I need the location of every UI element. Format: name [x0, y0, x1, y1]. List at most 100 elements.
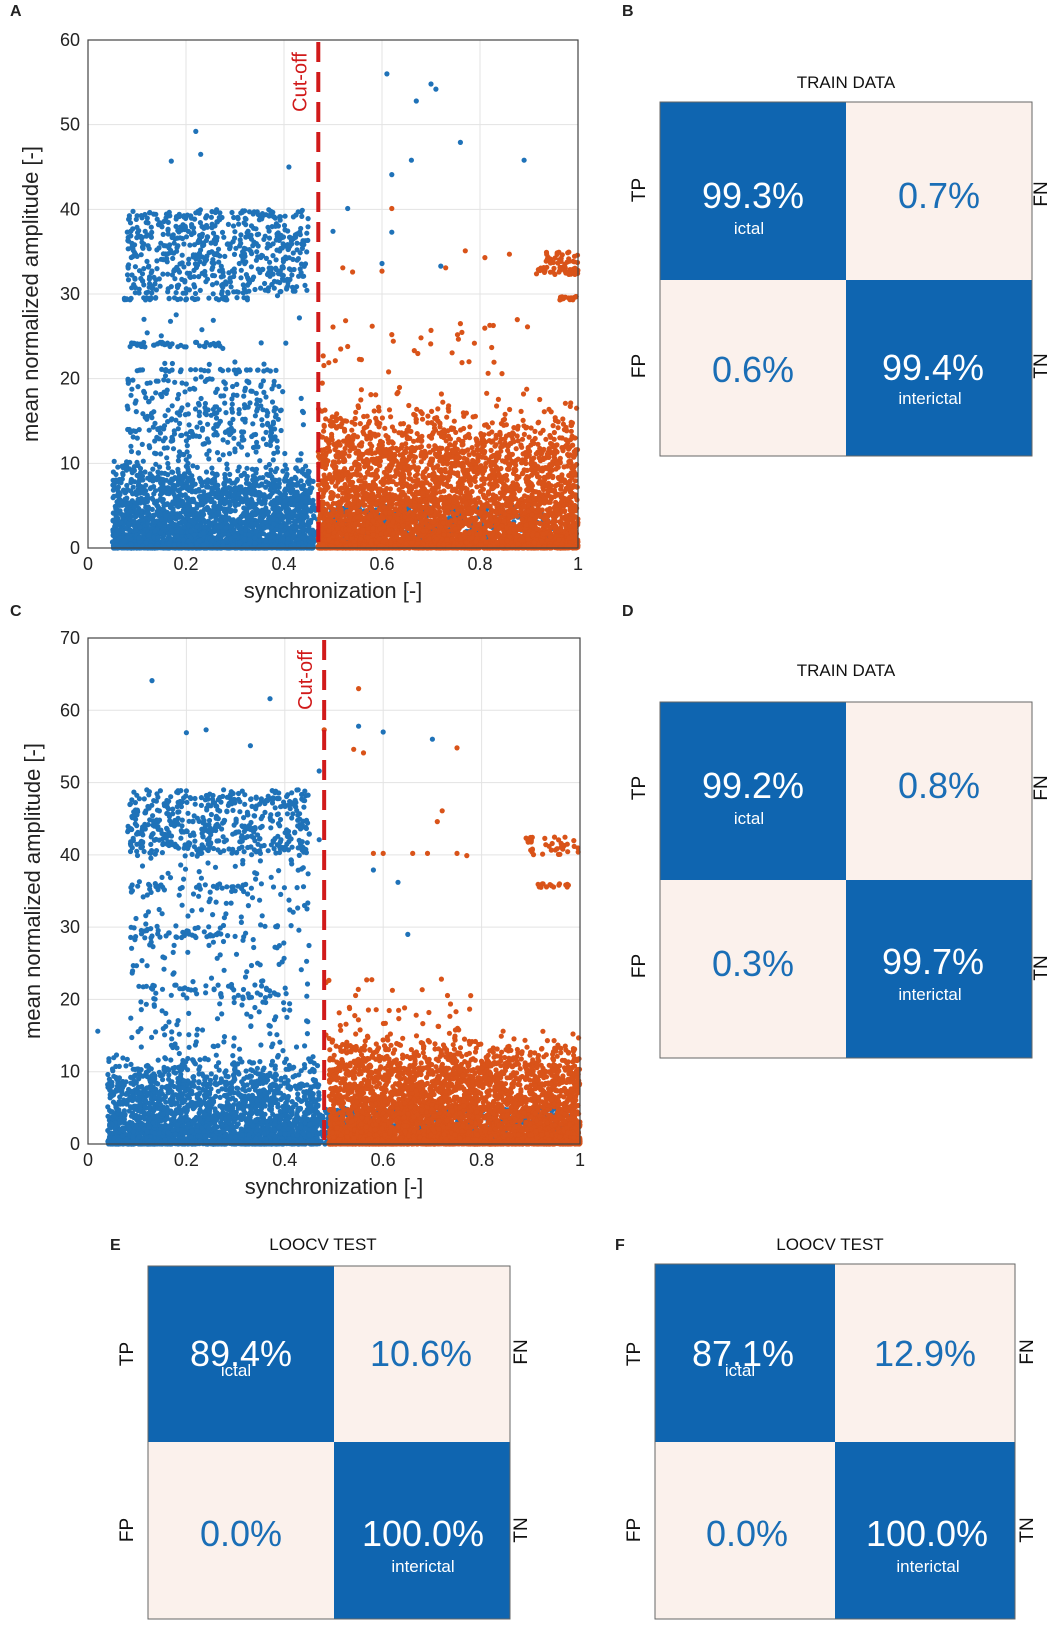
- scatter-point: [254, 209, 260, 215]
- scatter-point: [151, 274, 157, 280]
- scatter-point: [118, 500, 124, 506]
- scatter-point: [270, 419, 276, 425]
- scatter-point: [280, 468, 286, 474]
- scatter-point: [174, 248, 180, 254]
- scatter-point: [160, 251, 166, 257]
- scatter-point: [182, 279, 188, 285]
- scatter-point: [155, 474, 161, 480]
- scatter-point: [225, 221, 231, 227]
- scatter-point: [230, 223, 237, 229]
- scatter-point: [207, 342, 213, 348]
- scatter-point: [253, 449, 259, 455]
- scatter-point: [148, 224, 154, 230]
- scatter-point: [296, 315, 302, 321]
- scatter-point: [263, 441, 270, 447]
- scatter-point: [252, 286, 258, 293]
- scatter-point: [222, 253, 228, 259]
- scatter-point: [255, 367, 261, 373]
- scatter-point: [136, 290, 142, 296]
- scatter-point: [309, 485, 315, 491]
- scatter-point: [182, 290, 188, 296]
- scatter-point: [226, 451, 233, 457]
- scatter-point: [114, 511, 120, 518]
- scatter-point: [226, 506, 232, 512]
- scatter-point: [156, 505, 162, 511]
- scatter-point: [251, 225, 257, 231]
- scatter-point: [238, 210, 244, 216]
- scatter-point: [178, 529, 185, 535]
- scatter-point: [175, 458, 181, 464]
- scatter-point: [180, 500, 186, 506]
- scatter-point: [199, 224, 205, 230]
- scatter-point: [151, 342, 157, 348]
- scatter-point: [330, 228, 336, 234]
- scatter-point: [256, 497, 262, 503]
- scatter-point: [249, 276, 256, 283]
- scatter-point: [217, 268, 223, 274]
- scatter-point: [277, 214, 283, 220]
- scatter-point: [156, 436, 162, 442]
- scatter-point: [196, 274, 202, 280]
- scatter-point: [230, 492, 236, 498]
- scatter-point: [384, 71, 390, 77]
- scatter-point: [168, 158, 174, 164]
- scatter-point: [239, 444, 245, 450]
- scatter-point: [298, 270, 304, 276]
- scatter-point: [144, 258, 150, 264]
- scatter-point: [189, 489, 195, 495]
- scatter-point: [294, 284, 300, 290]
- scatter-point: [244, 230, 250, 236]
- scatter-point: [246, 280, 252, 286]
- scatter-point: [306, 520, 313, 526]
- scatter-point: [164, 455, 170, 461]
- scatter-point: [192, 284, 198, 290]
- scatter-point: [141, 316, 147, 322]
- scatter-point: [224, 297, 230, 303]
- scatter-point: [113, 477, 119, 483]
- scatter-point: [254, 249, 260, 255]
- scatter-point: [134, 235, 140, 241]
- scatter-point: [429, 408, 435, 414]
- scatter-point: [190, 431, 196, 437]
- scatter-point: [163, 512, 169, 519]
- scatter-point: [211, 273, 218, 279]
- scatter-point: [275, 271, 282, 277]
- scatter-point: [212, 478, 218, 484]
- scatter-point: [137, 367, 144, 373]
- scatter-point: [112, 520, 118, 526]
- scatter-point: [267, 259, 273, 265]
- scatter-point: [243, 367, 250, 373]
- scatter-point: [148, 234, 154, 240]
- scatter-point: [158, 529, 164, 536]
- scatter-point: [140, 411, 146, 417]
- scatter-point: [204, 497, 211, 503]
- scatter-point: [144, 380, 150, 386]
- scatter-point: [174, 533, 180, 539]
- scatter-point: [248, 236, 255, 242]
- scatter-point: [223, 386, 229, 392]
- scatter-point: [195, 262, 201, 268]
- scatter-point: [246, 532, 252, 538]
- scatter-point: [193, 128, 199, 134]
- scatter-point: [256, 231, 262, 237]
- scatter-point: [202, 506, 208, 512]
- scatter-point: [141, 282, 147, 288]
- scatter-point: [177, 369, 183, 375]
- scatter-point: [188, 542, 194, 548]
- scatter-point: [176, 449, 183, 455]
- scatter-point: [126, 378, 132, 384]
- scatter-point: [268, 467, 274, 473]
- scatter-point: [214, 280, 220, 286]
- scatter-point: [110, 487, 116, 493]
- scatter-point: [271, 544, 277, 550]
- scatter-point: [146, 246, 152, 252]
- scatter-point: [138, 233, 144, 239]
- scatter-point: [286, 266, 292, 272]
- scatter-point: [217, 517, 223, 524]
- scatter-point: [270, 457, 276, 463]
- scatter-point: [188, 367, 194, 373]
- scatter-point: [428, 81, 434, 87]
- scatter-point: [167, 516, 173, 522]
